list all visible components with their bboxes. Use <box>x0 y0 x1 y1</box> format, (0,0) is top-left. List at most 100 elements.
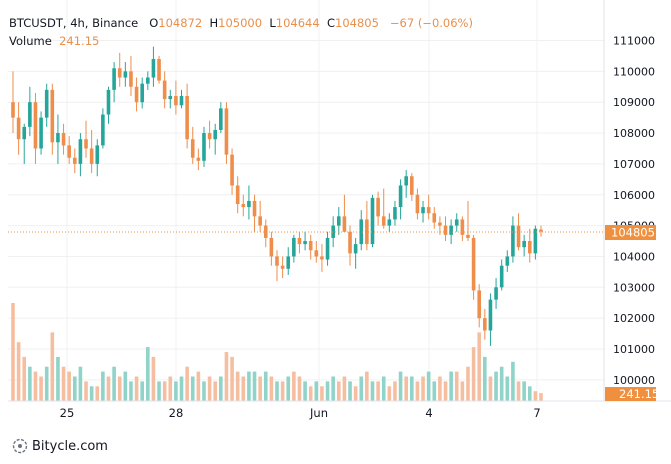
volume-bar <box>471 347 476 401</box>
candle <box>78 133 83 177</box>
candle <box>72 148 77 174</box>
candle <box>331 216 335 248</box>
candle-body <box>16 117 21 140</box>
time-tick-label: 28 <box>169 406 184 420</box>
candle <box>404 170 408 198</box>
candle-body <box>151 59 156 78</box>
volume-bar <box>331 376 335 401</box>
candle-body <box>241 204 246 208</box>
brand-name: Bitycle.com <box>32 438 108 454</box>
candle-body <box>95 145 100 164</box>
volume-bar <box>196 371 201 401</box>
volume-bar <box>95 386 100 401</box>
candle-body <box>28 102 32 127</box>
price-tick-label: 106000 <box>613 189 655 202</box>
price-tick-label: 104000 <box>613 250 655 263</box>
candle-body <box>146 77 150 84</box>
volume-bar <box>533 391 538 401</box>
candle <box>365 200 369 251</box>
volume-bar <box>325 381 330 401</box>
candle <box>471 234 476 300</box>
candle <box>174 80 178 115</box>
candle-body <box>438 222 442 226</box>
candle <box>539 225 543 237</box>
volume-bar <box>106 376 111 401</box>
candle-body <box>499 265 504 288</box>
candle-body <box>106 89 111 115</box>
volume-bar <box>56 356 60 401</box>
candle <box>190 126 195 164</box>
candle <box>426 194 431 220</box>
candle <box>56 114 60 164</box>
candle <box>370 194 375 248</box>
candle <box>527 228 532 263</box>
price-axis[interactable]: 1110001100001090001080001070001060001050… <box>613 35 655 387</box>
candle <box>16 102 21 155</box>
candle-body <box>516 225 521 248</box>
candle <box>292 234 296 263</box>
footer-brand[interactable]: Bitycle.com <box>12 438 108 454</box>
volume-bar <box>336 381 341 401</box>
candle-body <box>381 216 386 226</box>
volume-bar <box>202 381 206 401</box>
candle <box>219 102 223 134</box>
volume-bar <box>359 376 364 401</box>
candle-body <box>410 176 414 195</box>
candle <box>196 148 201 171</box>
candle-body <box>22 126 27 140</box>
candle-body <box>342 216 347 232</box>
candle <box>28 86 32 137</box>
candle <box>106 86 111 124</box>
candle-body <box>140 83 144 103</box>
candle-body <box>258 216 262 226</box>
candle <box>280 256 285 279</box>
candle-body <box>202 133 206 161</box>
candle <box>454 213 459 232</box>
candle-body <box>494 287 498 300</box>
volume-bar <box>72 376 77 401</box>
candle <box>533 225 538 260</box>
volume-bar <box>483 356 487 401</box>
candle-body <box>297 237 302 245</box>
volume-bar <box>33 371 38 401</box>
candle-body <box>44 89 49 118</box>
candle-body <box>353 244 358 254</box>
price-tick-label: 101000 <box>613 343 655 356</box>
candle-body <box>84 139 88 149</box>
time-axis[interactable]: 25 28 Jun 4 7 <box>60 406 541 420</box>
low-value: 104644 <box>275 16 320 30</box>
volume-bar <box>44 366 49 401</box>
candle <box>269 231 274 266</box>
candle-body <box>533 228 538 254</box>
volume-bar <box>303 381 307 401</box>
volume-bar <box>241 376 246 401</box>
volume-bar <box>179 376 184 401</box>
symbol: BTCUSDT <box>9 16 63 30</box>
candle-body <box>449 225 453 235</box>
candle-body <box>471 237 476 291</box>
candle <box>241 194 246 217</box>
candle-body <box>336 216 341 226</box>
candle-body <box>117 68 122 78</box>
volume-bar <box>432 381 437 401</box>
volume-bar <box>438 376 442 401</box>
candle-body <box>376 197 380 217</box>
candle-body <box>275 256 279 266</box>
candle-body <box>179 96 184 106</box>
candle <box>275 250 279 282</box>
candle <box>466 200 470 242</box>
volume-bar <box>190 376 195 401</box>
candle-body <box>387 219 392 226</box>
candle-body <box>466 234 470 238</box>
candle <box>123 62 128 87</box>
volume-bar <box>466 366 470 401</box>
volume-bar <box>269 376 274 401</box>
volume-bar <box>162 381 167 401</box>
open-value: 104872 <box>158 16 203 30</box>
volume-bar <box>286 376 291 401</box>
candle <box>235 176 240 214</box>
candle-body <box>235 185 240 205</box>
candle <box>162 71 167 109</box>
volume-bar <box>61 366 66 401</box>
